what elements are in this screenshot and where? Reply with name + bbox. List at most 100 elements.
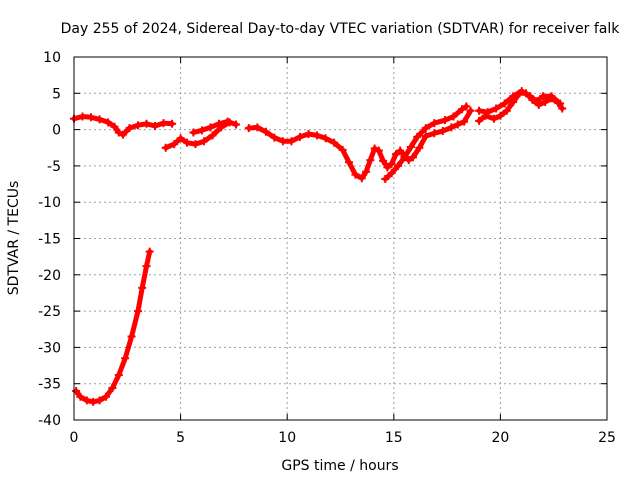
y-tick-label: -35 [38, 377, 61, 393]
data-point [253, 123, 262, 132]
data-point [138, 283, 147, 292]
data-point [387, 159, 396, 168]
data-point [206, 123, 215, 132]
data-point [101, 392, 110, 401]
data-point [145, 247, 154, 256]
series-track-c [189, 117, 232, 137]
data-point [483, 108, 492, 117]
data-point [214, 119, 223, 128]
data-point [232, 120, 241, 129]
data-point [127, 332, 136, 341]
y-tick-label: -30 [38, 340, 61, 356]
y-tick-label: 10 [43, 50, 61, 66]
y-tick-label: 5 [52, 86, 61, 102]
y-tick-label: 0 [52, 123, 61, 139]
data-point [287, 137, 296, 146]
data-point [133, 121, 142, 130]
data-point [338, 145, 347, 154]
data-point [133, 307, 142, 316]
data-point [223, 117, 232, 126]
data-point [89, 397, 98, 406]
data-point [142, 262, 151, 271]
data-point [430, 119, 439, 128]
data-point [95, 396, 104, 405]
data-point [110, 122, 119, 131]
data-point [475, 116, 484, 125]
data-point [460, 117, 469, 126]
series-track-e [381, 102, 471, 183]
data-point [87, 113, 96, 122]
y-tick-label: -15 [38, 232, 61, 248]
data-point [490, 114, 499, 123]
data-point [261, 127, 270, 136]
data-point [119, 130, 128, 139]
series-track-g [475, 87, 565, 117]
data-point [387, 169, 396, 178]
data-point [182, 138, 191, 147]
data-point [78, 112, 87, 121]
data-point [161, 143, 170, 152]
data-point [449, 112, 458, 121]
data-point [121, 354, 130, 363]
data-point [526, 92, 535, 101]
y-tick-label: -5 [47, 159, 61, 175]
data-point [502, 106, 511, 115]
x-axis-label: GPS time / hours [281, 458, 398, 474]
data-point [475, 106, 484, 115]
series-satellite-track-low [72, 247, 154, 406]
y-tick-label: -10 [38, 195, 61, 211]
data-point [400, 153, 409, 162]
chart-title: Day 255 of 2024, Sidereal Day-to-day VTE… [61, 21, 621, 37]
data-point [438, 127, 447, 136]
data-point [108, 384, 117, 393]
data-point [370, 144, 379, 153]
data-point [76, 392, 85, 401]
data-point [170, 140, 179, 149]
x-tick-labels: 0 5 10 15 20 25 [70, 430, 616, 446]
data-point [168, 119, 177, 128]
data-point [379, 156, 388, 165]
data-point [415, 143, 424, 152]
data-point [95, 115, 104, 124]
data-point [357, 174, 366, 183]
data-point [404, 156, 413, 165]
data-point [381, 174, 390, 183]
series-track-a [70, 112, 177, 139]
data-point [500, 99, 509, 108]
data-point [125, 124, 134, 133]
data-point [547, 92, 556, 101]
data-point [151, 121, 160, 130]
data-point [539, 92, 548, 101]
data-point [558, 104, 567, 113]
data-point [430, 129, 439, 138]
data-point [396, 146, 405, 155]
data-point [313, 131, 322, 140]
data-point [408, 153, 417, 162]
data-point [462, 102, 471, 111]
data-point [191, 140, 200, 149]
data-point [345, 158, 354, 167]
data-point [458, 105, 467, 114]
series-line-track-b [163, 119, 239, 151]
data-point [556, 99, 565, 108]
data-point [366, 156, 375, 165]
data-point [447, 123, 456, 132]
data-point [394, 161, 403, 170]
data-point [104, 118, 113, 127]
data-point [541, 98, 550, 107]
data-point [208, 131, 217, 140]
data-point [72, 386, 81, 395]
data-point [270, 133, 279, 142]
y-tick-label: -20 [38, 268, 61, 284]
data-point [466, 106, 475, 115]
y-tick-label: -40 [38, 413, 61, 429]
series-line-track-e [382, 103, 469, 182]
data-point [278, 137, 287, 146]
data-point [142, 119, 151, 128]
data-point [532, 97, 541, 106]
data-point [295, 132, 304, 141]
data-series [70, 87, 567, 406]
data-point [82, 396, 91, 405]
